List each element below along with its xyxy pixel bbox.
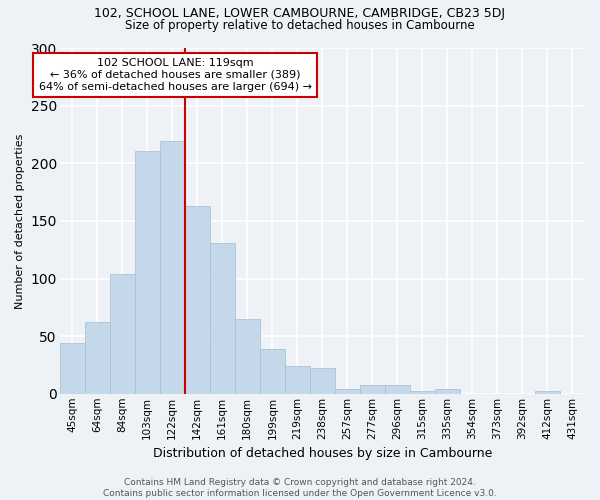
Bar xyxy=(435,389,460,394)
Bar xyxy=(410,392,435,394)
Bar xyxy=(60,343,85,394)
Bar xyxy=(210,243,235,394)
Bar xyxy=(385,384,410,394)
Bar xyxy=(260,349,285,394)
Text: 102 SCHOOL LANE: 119sqm
← 36% of detached houses are smaller (389)
64% of semi-d: 102 SCHOOL LANE: 119sqm ← 36% of detache… xyxy=(39,58,312,92)
Y-axis label: Number of detached properties: Number of detached properties xyxy=(15,133,25,308)
Bar xyxy=(185,206,210,394)
Text: Contains HM Land Registry data © Crown copyright and database right 2024.
Contai: Contains HM Land Registry data © Crown c… xyxy=(103,478,497,498)
X-axis label: Distribution of detached houses by size in Cambourne: Distribution of detached houses by size … xyxy=(152,447,492,460)
Text: 102, SCHOOL LANE, LOWER CAMBOURNE, CAMBRIDGE, CB23 5DJ: 102, SCHOOL LANE, LOWER CAMBOURNE, CAMBR… xyxy=(95,8,505,20)
Bar xyxy=(310,368,335,394)
Bar xyxy=(235,319,260,394)
Text: Size of property relative to detached houses in Cambourne: Size of property relative to detached ho… xyxy=(125,18,475,32)
Bar xyxy=(85,322,110,394)
Bar xyxy=(110,274,135,394)
Bar xyxy=(360,384,385,394)
Bar xyxy=(285,366,310,394)
Bar xyxy=(160,142,185,394)
Bar xyxy=(335,389,360,394)
Bar xyxy=(535,392,560,394)
Bar xyxy=(135,150,160,394)
